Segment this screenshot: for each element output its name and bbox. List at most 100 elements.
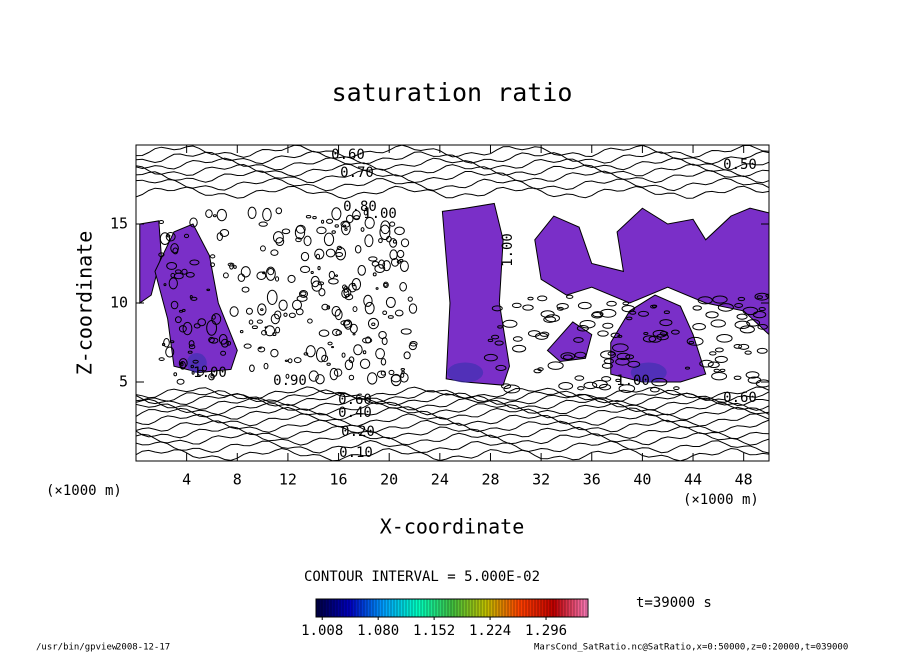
contour-line <box>744 350 752 355</box>
contour-line <box>400 372 405 378</box>
contour-line <box>379 224 391 241</box>
y-tick-label: 10 <box>110 294 128 312</box>
contour-line <box>325 248 336 258</box>
contour-line <box>260 245 266 252</box>
contour-line <box>136 402 769 416</box>
contour-line <box>374 264 386 274</box>
contour-line <box>389 249 398 261</box>
contour-line <box>389 238 398 248</box>
contour-line <box>707 361 720 369</box>
contour-line <box>601 376 612 382</box>
contour-line <box>341 352 346 358</box>
contour-line <box>293 357 302 364</box>
contour-line <box>487 338 494 343</box>
contour-line <box>136 419 769 434</box>
contour-line <box>248 319 254 325</box>
contour-line <box>326 362 331 366</box>
contour-line <box>382 260 391 272</box>
contour-line <box>562 354 573 360</box>
contour-line <box>375 348 385 360</box>
contour-line <box>181 268 188 275</box>
contour-line <box>371 322 376 327</box>
contour-line <box>158 357 165 361</box>
y-tick-label: 5 <box>119 373 128 391</box>
contour-line <box>317 265 321 271</box>
contour-label: 0.60 <box>331 147 365 163</box>
contour-line <box>341 221 351 236</box>
contour-line <box>545 314 560 323</box>
contour-line <box>183 233 190 239</box>
contour-line <box>294 225 306 240</box>
contour-line <box>206 288 211 292</box>
contour-line <box>533 368 542 374</box>
contour-line <box>403 351 411 360</box>
contour-line <box>540 310 555 318</box>
contour-interval: CONTOUR INTERVAL = 5.000E-02 <box>304 569 540 585</box>
contour-line <box>205 209 213 218</box>
contour-line <box>174 316 182 324</box>
contour-line <box>692 305 702 311</box>
contour-line <box>757 324 768 330</box>
contour-line <box>503 384 521 394</box>
contour-line <box>284 359 289 363</box>
contour-line <box>360 227 365 232</box>
contour-line <box>642 335 657 343</box>
contour-line <box>699 359 714 368</box>
contour-line <box>180 362 184 367</box>
contour-line <box>711 371 728 381</box>
contour-line <box>209 254 216 259</box>
contour-line <box>659 331 669 336</box>
contour-line <box>163 338 170 348</box>
contour-label: 0.50 <box>723 157 757 173</box>
contour-line <box>577 386 585 391</box>
contour-line <box>603 358 615 365</box>
contour-line <box>357 264 366 276</box>
contour-line <box>746 319 761 327</box>
contour-line <box>136 145 769 159</box>
contour-line <box>258 221 268 227</box>
filled-region <box>546 321 593 362</box>
contour-line <box>172 247 179 255</box>
footer-source: MarsCond_SatRatio.nc@SatRatio,x=0:50000,… <box>534 643 848 653</box>
contour-line <box>226 340 232 346</box>
contour-line <box>237 273 246 282</box>
contour-line <box>378 238 383 244</box>
contour-line <box>344 359 354 371</box>
contour-line <box>264 326 268 329</box>
contour-line <box>558 382 574 390</box>
contour-line <box>684 366 691 370</box>
contour-line <box>241 286 250 293</box>
contour-line <box>686 336 704 346</box>
contour-line <box>737 296 746 302</box>
contour-line <box>296 295 308 302</box>
contour-line <box>547 361 564 370</box>
contour-line <box>598 383 612 391</box>
overlay: 0.600.70 0.500.801.001.000.901.00 1.000.60… <box>110 144 770 639</box>
contour-line <box>335 329 343 336</box>
contour-line <box>136 386 769 400</box>
footer-program: /usr/bin/gpview <box>36 643 118 653</box>
contour-line <box>576 324 589 332</box>
contour-line <box>185 271 195 278</box>
contour-line <box>318 329 330 337</box>
contour-line <box>265 266 276 281</box>
contour-line <box>597 330 609 337</box>
contour-line <box>178 325 187 333</box>
contour-line <box>602 322 614 329</box>
contour-label: 0.90 <box>273 373 307 389</box>
contour-line <box>368 256 378 262</box>
contour-line <box>300 265 311 274</box>
contour-line <box>275 326 281 334</box>
contour-line <box>192 359 199 364</box>
contour-line <box>170 300 179 310</box>
contour-line <box>187 350 193 354</box>
contour-line <box>502 319 518 328</box>
contour-line <box>713 368 720 373</box>
contour-line <box>166 261 178 270</box>
contour-line <box>692 323 706 331</box>
filled-region <box>139 220 162 304</box>
contour-line <box>495 364 507 371</box>
contour-line <box>333 368 343 377</box>
contour-line <box>312 216 317 220</box>
